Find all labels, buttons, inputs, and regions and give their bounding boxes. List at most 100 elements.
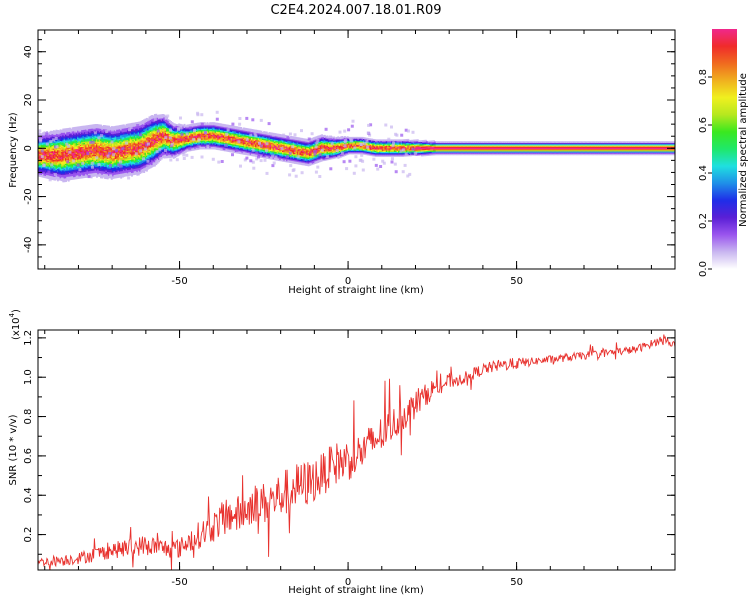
- heatmap-cell: [120, 130, 123, 133]
- heatmap-cell: [94, 142, 97, 144]
- heatmap-cell: [79, 145, 82, 148]
- heatmap-cell: [175, 139, 178, 142]
- heatmap-cell: [127, 162, 129, 165]
- heatmap-cell: [133, 153, 136, 156]
- heatmap-cell: [71, 150, 74, 153]
- heatmap-cell: [113, 128, 116, 131]
- heatmap-cell: [155, 142, 158, 145]
- heatmap-cell: [83, 156, 86, 159]
- heatmap-cell: [213, 141, 216, 144]
- heatmap-cell: [42, 171, 44, 173]
- heatmap-cell: [163, 122, 166, 125]
- heatmap-cell: [147, 149, 150, 152]
- heatmap-cell: [128, 145, 131, 148]
- heatmap-cell: [156, 114, 159, 117]
- heatmap-cell: [202, 127, 205, 129]
- heatmap-cell: [58, 170, 61, 173]
- heatmap-cell: [112, 160, 115, 162]
- heatmap-cell: [190, 137, 193, 140]
- heatmap-cell: [38, 161, 40, 164]
- heatmap-cell: [176, 135, 179, 138]
- heatmap-cell: [38, 172, 40, 175]
- heatmap-cell: [109, 171, 112, 174]
- heatmap-cell: [48, 147, 51, 150]
- heatmap-cell: [149, 141, 152, 143]
- heatmap-cell: [51, 152, 54, 155]
- heatmap-cell: [149, 145, 152, 148]
- heatmap-cell: [66, 173, 69, 176]
- heatmap-cell: [193, 134, 195, 137]
- heatmap-cell: [112, 162, 115, 165]
- heatmap-cell: [48, 161, 51, 164]
- heatmap-cell: [43, 137, 46, 140]
- heatmap-cell: [47, 138, 50, 141]
- heatmap-cell: [90, 171, 93, 174]
- heatmap-cell: [195, 141, 198, 143]
- heatmap-cell: [145, 136, 148, 138]
- heatmap-cell: [75, 134, 78, 136]
- heatmap-cell: [113, 164, 116, 167]
- heatmap-cell: [127, 169, 129, 172]
- heatmap-cell: [113, 156, 116, 159]
- heatmap-cell: [46, 164, 49, 167]
- heatmap-cell: [160, 146, 163, 149]
- heatmap-cell: [133, 170, 136, 173]
- heatmap-cell: [191, 144, 194, 147]
- heatmap-cell: [85, 174, 88, 177]
- heatmap-cell: [129, 130, 132, 133]
- heatmap-cell: [114, 143, 117, 146]
- heatmap-cell: [106, 132, 109, 135]
- heatmap-cell: [77, 177, 80, 180]
- heatmap-cell: [108, 143, 111, 146]
- heatmap-cell: [118, 143, 121, 146]
- heatmap-cell: [145, 169, 148, 172]
- heatmap-cell: [155, 134, 158, 137]
- heatmap-cell: [70, 138, 73, 141]
- heatmap-cell: [102, 151, 105, 154]
- heatmap-cell: [90, 128, 93, 131]
- heatmap-cell: [48, 155, 51, 158]
- heatmap-cell: [89, 157, 92, 160]
- heatmap-cell: [46, 140, 49, 143]
- heatmap-cell: [153, 150, 156, 153]
- heatmap-cell: [74, 165, 77, 168]
- heatmap-cell: [54, 159, 57, 162]
- heatmap-cell: [97, 166, 100, 169]
- heatmap-cell: [198, 144, 201, 147]
- heatmap-cell: [132, 163, 135, 166]
- heatmap-cell: [149, 164, 152, 166]
- heatmap-cell: [116, 147, 119, 150]
- heatmap-cell: [143, 162, 146, 165]
- heatmap-cell: [114, 130, 117, 133]
- heatmap-cell: [75, 172, 78, 175]
- heatmap-cell: [44, 172, 47, 175]
- heatmap-cell: [98, 169, 101, 171]
- heatmap-cell: [166, 155, 169, 158]
- heatmap-cell: [159, 124, 162, 126]
- heatmap-cell: [39, 165, 42, 168]
- heatmap-cell: [42, 173, 44, 176]
- heatmap-cell: [82, 128, 85, 131]
- heatmap-cell: [189, 125, 191, 128]
- heatmap-cell: [104, 172, 107, 175]
- heatmap-cell: [63, 128, 66, 131]
- heatmap-cell: [101, 171, 104, 174]
- heatmap-cell: [48, 149, 51, 152]
- heatmap-cell: [152, 156, 155, 159]
- heatmap-cell: [83, 135, 86, 138]
- heatmap-cell: [124, 130, 127, 133]
- heatmap-cell: [52, 142, 55, 145]
- heatmap-cell: [66, 140, 69, 142]
- heatmap-cell: [120, 155, 123, 157]
- heatmap-cell: [171, 154, 174, 157]
- heatmap-cell: [179, 151, 182, 154]
- heatmap-cell: [178, 141, 181, 144]
- heatmap-cell: [87, 145, 90, 148]
- heatmap-cell: [73, 141, 76, 144]
- heatmap-cell: [83, 154, 86, 157]
- heatmap-cell: [143, 133, 146, 136]
- heatmap-cell: [55, 134, 58, 137]
- heatmap-cell: [118, 136, 121, 138]
- heatmap-cell: [42, 148, 44, 150]
- heatmap-cell: [113, 165, 116, 168]
